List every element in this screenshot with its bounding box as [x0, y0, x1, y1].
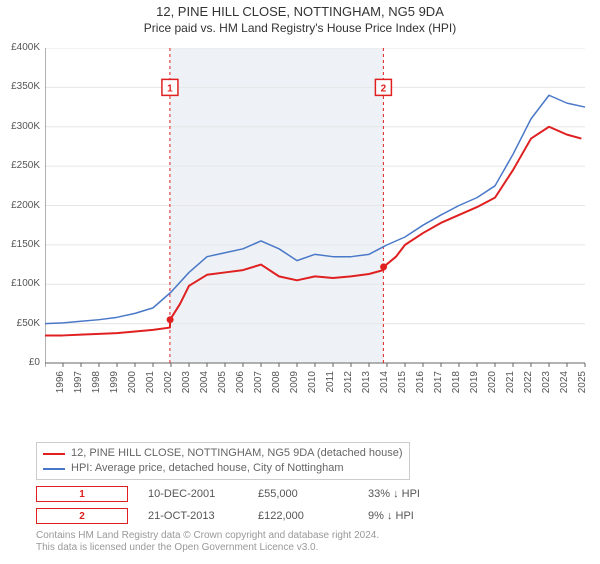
license-line: This data is licensed under the Open Gov…	[36, 542, 586, 554]
y-axis-label: £400K	[0, 42, 40, 53]
y-axis-label: £350K	[0, 81, 40, 92]
svg-text:2009: 2009	[289, 371, 300, 394]
svg-text:1997: 1997	[73, 371, 84, 394]
svg-text:2014: 2014	[379, 371, 390, 394]
svg-text:1995: 1995	[45, 371, 48, 394]
sale-marker-icon: 1	[36, 486, 128, 502]
svg-text:2002: 2002	[163, 371, 174, 394]
svg-text:2: 2	[381, 83, 387, 94]
chart-container: 12, PINE HILL CLOSE, NOTTINGHAM, NG5 9DA…	[0, 4, 600, 564]
svg-text:2011: 2011	[325, 371, 336, 393]
legend: 12, PINE HILL CLOSE, NOTTINGHAM, NG5 9DA…	[36, 442, 410, 480]
svg-text:2013: 2013	[361, 371, 372, 394]
svg-text:2006: 2006	[235, 371, 246, 394]
legend-row: 12, PINE HILL CLOSE, NOTTINGHAM, NG5 9DA…	[43, 446, 403, 461]
y-axis-label: £0	[0, 357, 40, 368]
svg-text:2018: 2018	[451, 371, 462, 394]
svg-text:2021: 2021	[505, 371, 516, 394]
sale-row: 1 10-DEC-2001 £55,000 33% ↓ HPI	[36, 486, 586, 502]
license-text: Contains HM Land Registry data © Crown c…	[36, 530, 586, 554]
sale-price: £122,000	[258, 510, 348, 522]
legend-swatch	[43, 453, 65, 455]
chart-subtitle: Price paid vs. HM Land Registry's House …	[0, 21, 600, 35]
sale-price: £55,000	[258, 488, 348, 500]
svg-text:2005: 2005	[217, 371, 228, 394]
svg-text:2016: 2016	[415, 371, 426, 394]
svg-text:2017: 2017	[433, 371, 444, 394]
chart-title: 12, PINE HILL CLOSE, NOTTINGHAM, NG5 9DA	[0, 4, 600, 19]
svg-text:2001: 2001	[145, 371, 156, 394]
legend-row: HPI: Average price, detached house, City…	[43, 461, 403, 476]
svg-text:1: 1	[167, 83, 173, 94]
svg-text:2025: 2025	[577, 371, 588, 394]
svg-text:2015: 2015	[397, 371, 408, 394]
sale-date: 21-OCT-2013	[148, 510, 238, 522]
y-axis-label: £200K	[0, 200, 40, 211]
svg-text:2012: 2012	[343, 371, 354, 394]
y-axis-label: £100K	[0, 278, 40, 289]
svg-text:2019: 2019	[469, 371, 480, 394]
svg-text:2000: 2000	[127, 371, 138, 394]
sale-delta: 9% ↓ HPI	[368, 510, 458, 522]
svg-text:2008: 2008	[271, 371, 282, 394]
license-line: Contains HM Land Registry data © Crown c…	[36, 530, 586, 542]
svg-text:1998: 1998	[91, 371, 102, 394]
svg-text:2010: 2010	[307, 371, 318, 394]
svg-text:2022: 2022	[523, 371, 534, 394]
legend-label: 12, PINE HILL CLOSE, NOTTINGHAM, NG5 9DA…	[71, 446, 403, 461]
sale-delta: 33% ↓ HPI	[368, 488, 458, 500]
svg-text:2003: 2003	[181, 371, 192, 394]
svg-text:2023: 2023	[541, 371, 552, 394]
sale-marker-icon: 2	[36, 508, 128, 524]
svg-text:1996: 1996	[55, 371, 66, 394]
y-axis-label: £250K	[0, 160, 40, 171]
svg-text:2020: 2020	[487, 371, 498, 394]
chart-footer: 12, PINE HILL CLOSE, NOTTINGHAM, NG5 9DA…	[36, 442, 586, 554]
legend-swatch	[43, 468, 65, 470]
y-axis-label: £300K	[0, 121, 40, 132]
svg-text:2004: 2004	[199, 371, 210, 394]
svg-text:2007: 2007	[253, 371, 264, 394]
sale-row: 2 21-OCT-2013 £122,000 9% ↓ HPI	[36, 508, 586, 524]
line-chart: 1995 1996 1997 1998 1999 2000 2001 2002 2003 2004…	[45, 48, 590, 403]
sale-date: 10-DEC-2001	[148, 488, 238, 500]
chart-area: 1995 1996 1997 1998 1999 2000 2001 2002 2003 2004…	[45, 48, 590, 403]
legend-label: HPI: Average price, detached house, City…	[71, 461, 344, 476]
svg-text:1999: 1999	[109, 371, 120, 394]
svg-text:2024: 2024	[559, 371, 570, 394]
y-axis-label: £150K	[0, 239, 40, 250]
y-axis-label: £50K	[0, 318, 40, 329]
